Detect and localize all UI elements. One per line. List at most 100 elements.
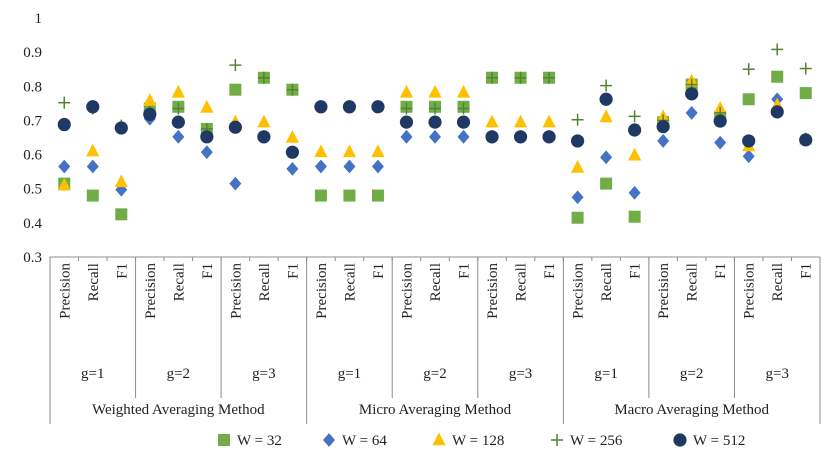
group-label: g=1 <box>594 366 617 382</box>
data-point <box>399 84 414 98</box>
metric-label: Recall <box>685 263 701 301</box>
legend-item: W = 128 <box>432 432 504 449</box>
data-point <box>628 185 641 200</box>
metric-label: Precision <box>485 263 501 319</box>
data-point <box>771 43 784 56</box>
data-point <box>542 114 556 128</box>
data-point <box>429 102 441 115</box>
data-point <box>513 130 528 144</box>
metric-label: F1 <box>799 263 815 279</box>
data-point <box>399 115 414 129</box>
legend-label: W = 128 <box>452 433 504 449</box>
data-point <box>571 211 584 224</box>
data-point <box>86 100 100 114</box>
y-tick-label: 0.9 <box>23 45 42 61</box>
data-point <box>400 129 413 144</box>
data-point <box>257 71 270 84</box>
data-point <box>628 210 641 223</box>
data-point <box>742 134 756 148</box>
legend-label: W = 512 <box>693 433 745 449</box>
data-point <box>742 93 755 106</box>
data-point <box>371 159 384 174</box>
data-point <box>799 62 812 75</box>
data-point <box>513 114 528 128</box>
legend-label: W = 64 <box>342 433 387 449</box>
group-label: g=2 <box>423 366 446 382</box>
group-label: g=3 <box>252 366 275 382</box>
data-point <box>429 129 441 144</box>
metric-label: Recall <box>514 263 530 301</box>
data-point <box>200 99 214 113</box>
data-point <box>371 189 384 202</box>
data-point <box>172 102 185 115</box>
metric-label: Recall <box>428 263 444 301</box>
data-point <box>570 134 585 148</box>
data-point <box>400 102 413 115</box>
data-point <box>257 114 271 128</box>
group-label: g=2 <box>167 366 190 382</box>
axis-layer: 0.3 0.4 0.5 0.6 0.7 0.8 0.9 1 <box>23 11 821 424</box>
data-point <box>285 130 300 143</box>
data-point <box>57 117 71 132</box>
data-point <box>770 105 784 119</box>
y-tick-label: 0.4 <box>23 216 42 232</box>
data-point <box>514 71 527 84</box>
legend-marker <box>551 434 563 446</box>
data-point <box>143 93 157 106</box>
data-point <box>143 107 157 121</box>
data-point <box>485 114 499 128</box>
y-tick-label: 0.5 <box>23 182 42 198</box>
group-label: g=3 <box>765 366 788 382</box>
metric-label: F1 <box>542 263 558 279</box>
legend-label: W = 32 <box>237 433 282 449</box>
data-point <box>713 114 727 128</box>
metric-label: F1 <box>200 263 216 279</box>
data-point <box>486 71 499 84</box>
data-point <box>742 149 755 164</box>
data-point <box>229 176 242 191</box>
data-point <box>86 143 100 157</box>
data-point <box>428 84 442 98</box>
data-point <box>342 144 357 158</box>
data-point <box>628 123 642 137</box>
data-point <box>314 189 327 202</box>
legend-item: W = 256 <box>551 433 623 449</box>
data-point <box>657 134 670 148</box>
data-point <box>543 71 556 84</box>
legend-marker <box>673 433 687 447</box>
legend: W = 32 W = 64 W = 128 W = 256 W = 512 <box>218 432 745 449</box>
data-point <box>599 92 613 106</box>
data-point <box>456 84 471 98</box>
data-point <box>542 130 556 144</box>
data-point <box>314 159 327 174</box>
data-point <box>86 159 99 174</box>
data-point <box>714 135 727 150</box>
group-label: g=3 <box>509 366 532 382</box>
group-label: g=2 <box>680 366 703 382</box>
marker-layer <box>57 43 813 224</box>
data-point <box>285 145 300 159</box>
metric-label: Precision <box>656 263 672 319</box>
metric-label: Recall <box>86 263 102 301</box>
data-point <box>286 83 299 96</box>
data-point <box>229 59 242 72</box>
metric-label: Precision <box>742 263 758 319</box>
data-point <box>456 115 471 129</box>
metric-label: Precision <box>228 263 244 319</box>
metric-label: Precision <box>399 263 415 319</box>
method-label: Macro Averaging Method <box>614 402 769 418</box>
data-point <box>343 189 356 202</box>
legend-label: W = 256 <box>570 433 623 449</box>
data-point <box>685 106 698 120</box>
metric-label: F1 <box>457 263 473 279</box>
data-point <box>171 84 185 98</box>
method-label: Micro Averaging Method <box>359 402 512 418</box>
data-point <box>628 147 642 161</box>
data-point <box>257 130 271 144</box>
data-point <box>115 208 128 221</box>
y-tick-label: 1 <box>35 11 43 27</box>
metric-label: Recall <box>342 263 358 301</box>
data-point <box>58 159 71 174</box>
